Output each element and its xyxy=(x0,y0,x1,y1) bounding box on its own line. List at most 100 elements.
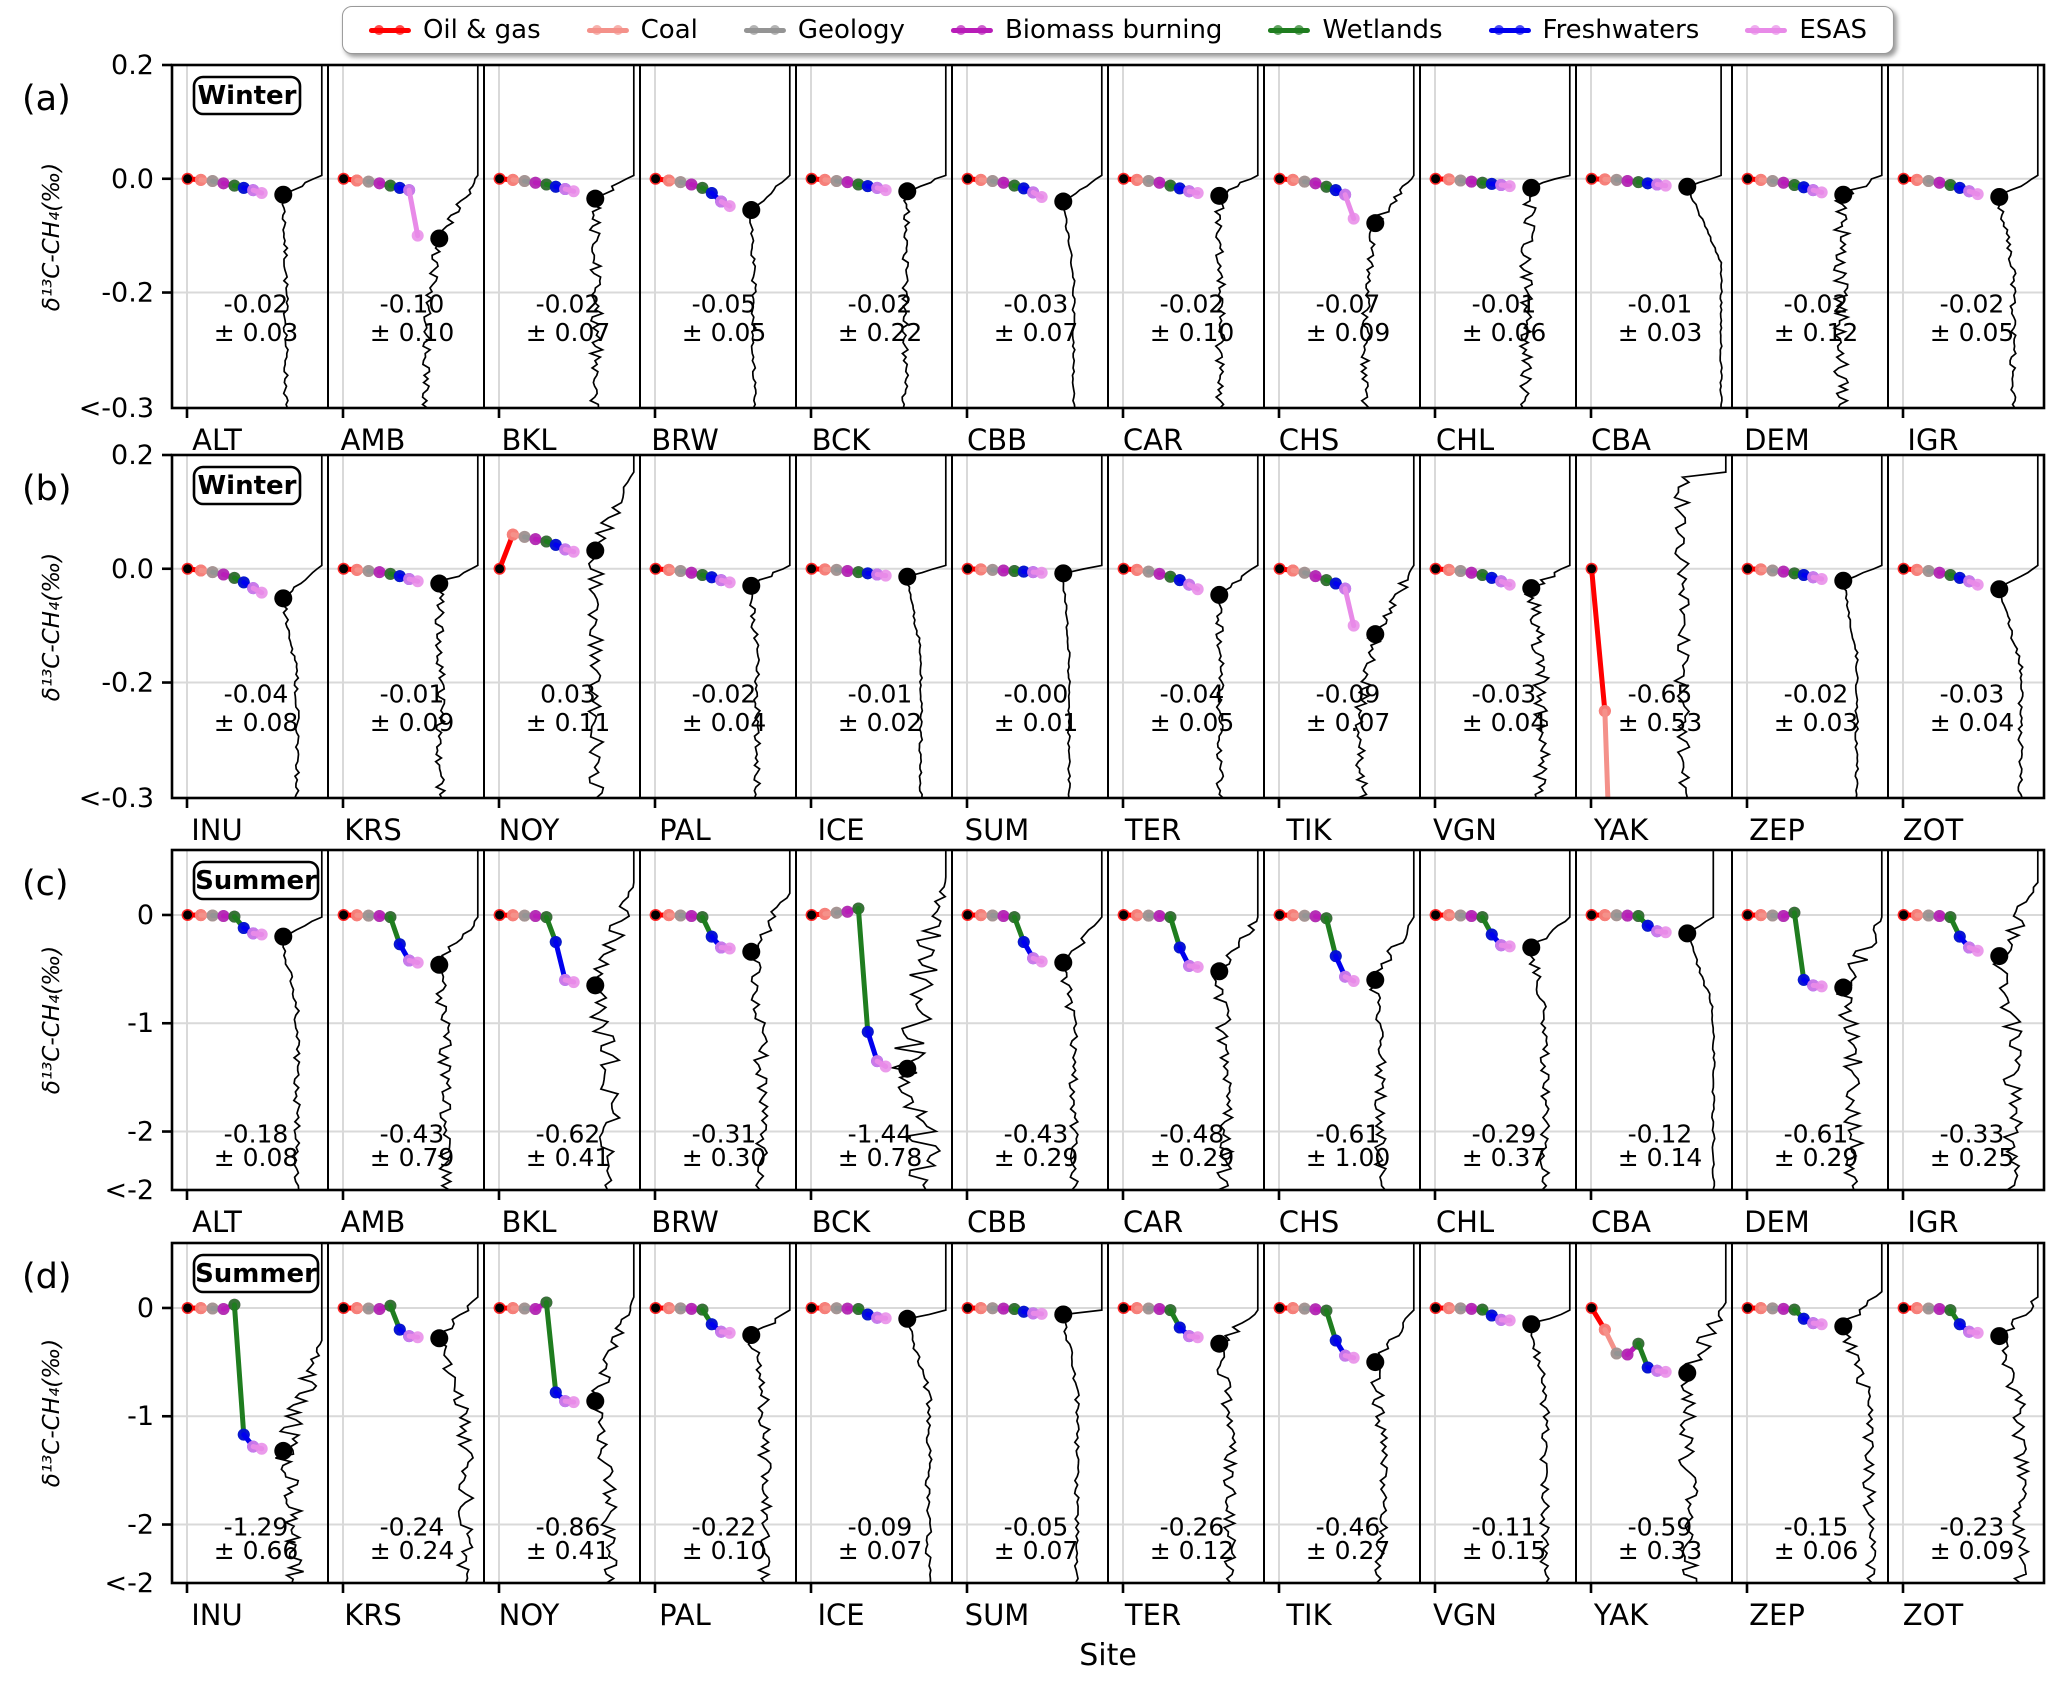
freshwaters-marker xyxy=(1017,936,1030,949)
site-subpanel xyxy=(1741,65,1883,408)
observation-profile-trace xyxy=(1062,455,1103,798)
esas-marker xyxy=(723,942,736,955)
esas-marker xyxy=(1339,582,1352,595)
walk-start-dot xyxy=(1431,564,1441,574)
esas-segment xyxy=(406,187,421,239)
biomass-marker xyxy=(1777,565,1790,578)
esas-marker xyxy=(1347,212,1360,225)
biomass-marker xyxy=(373,910,386,923)
observation-profile-trace xyxy=(1518,65,1571,408)
site-uncertainty-value: ± 0.09 xyxy=(1930,1536,2015,1565)
wetlands-marker xyxy=(384,911,397,924)
legend: Oil & gas Coal Geology Biomass burning Wetla… xyxy=(341,6,1895,54)
observed-value-dot xyxy=(742,942,761,961)
site-uncertainty-value: ± 0.02 xyxy=(838,708,923,737)
site-uncertainty-value: ± 0.04 xyxy=(1930,708,2015,737)
geology-marker xyxy=(1766,1302,1779,1315)
biomass-marker xyxy=(685,178,698,191)
freshwaters-marker xyxy=(705,1318,718,1331)
coal-marker xyxy=(1442,563,1455,576)
observation-profile-trace xyxy=(586,850,635,1190)
observed-value-dot xyxy=(430,1329,449,1348)
site-label: BRW xyxy=(651,423,719,457)
freshwaters-marker xyxy=(1017,565,1030,578)
coal-marker xyxy=(818,563,831,576)
biomass-marker xyxy=(685,1302,698,1315)
site-subpanel xyxy=(1429,65,1571,408)
observation-profile-trace xyxy=(749,850,791,1190)
biomass-marker xyxy=(373,566,386,579)
geology-marker xyxy=(830,1302,843,1315)
wetlands-marker xyxy=(1476,1303,1489,1316)
observed-value-dot xyxy=(1678,1363,1697,1382)
freshwaters-marker xyxy=(237,576,250,589)
geology-marker xyxy=(1610,173,1623,186)
esas-marker xyxy=(1971,944,1984,957)
esas-marker xyxy=(879,569,892,582)
site-uncertainty-value: ± 0.09 xyxy=(1306,318,1391,347)
site-uncertainty-value: ± 0.79 xyxy=(370,1143,455,1172)
observed-value-dot xyxy=(274,1441,293,1460)
site-label: IGR xyxy=(1907,1205,1958,1239)
esas-marker xyxy=(1495,1313,1508,1326)
walk-start-dot xyxy=(651,174,661,184)
walk-start-dot xyxy=(963,564,973,574)
y-tick-label: -0.2 xyxy=(101,278,154,309)
y-tick-label: 0 xyxy=(137,1293,154,1324)
observation-profile-trace xyxy=(434,455,479,798)
geology-marker xyxy=(830,563,843,576)
site-subpanel xyxy=(805,65,947,408)
coal-marker xyxy=(506,173,519,186)
freshwaters-marker xyxy=(861,1025,874,1038)
legend-item-esas: ESAS xyxy=(1745,15,1867,45)
site-mean-value: -0.01 xyxy=(1472,289,1537,318)
biomass-marker xyxy=(1933,566,1946,579)
walk-start-dot xyxy=(1899,174,1909,184)
wetlands-marker xyxy=(1164,179,1177,192)
site-uncertainty-value: ± 0.09 xyxy=(370,708,455,737)
coal-marker xyxy=(1598,909,1611,922)
esas-marker xyxy=(723,1326,736,1339)
site-mean-value: -0.02 xyxy=(848,289,913,318)
site-uncertainty-value: ± 0.08 xyxy=(214,1143,299,1172)
legend-label: Oil & gas xyxy=(422,15,541,45)
wetlands-marker xyxy=(1944,569,1957,582)
geology-marker xyxy=(1922,565,1935,578)
observed-value-dot xyxy=(586,189,605,208)
wetlands-marker xyxy=(228,179,241,192)
coal-marker xyxy=(506,528,519,541)
site-label: KRS xyxy=(344,1598,402,1632)
wetlands-marker xyxy=(696,911,709,924)
coal-line-swatch-icon xyxy=(586,24,629,36)
site-uncertainty-value: ± 0.07 xyxy=(994,318,1079,347)
wetlands-marker xyxy=(1164,570,1177,583)
esas-marker xyxy=(255,928,268,941)
coal-marker xyxy=(1442,173,1455,186)
esas-marker xyxy=(1191,960,1204,973)
geology-marker xyxy=(1454,565,1467,578)
observed-value-dot xyxy=(742,576,761,595)
panel-content xyxy=(181,850,2039,1190)
site-subpanel xyxy=(1117,455,1259,798)
site-label: ZEP xyxy=(1749,813,1805,847)
walk-start-dot xyxy=(807,174,817,184)
freshwaters-marker xyxy=(393,570,406,583)
site-uncertainty-value: ± 0.41 xyxy=(526,1143,611,1172)
site-uncertainty-value: ± 0.33 xyxy=(1618,1536,1703,1565)
coal-marker xyxy=(1286,1302,1299,1315)
site-mean-value: -0.02 xyxy=(1784,289,1849,318)
site-mean-value: -1.44 xyxy=(848,1119,913,1148)
site-subpanel xyxy=(1741,455,1883,798)
site-label: CBB xyxy=(967,1205,1027,1239)
wetlands-marker xyxy=(384,1299,397,1312)
esas-marker xyxy=(1191,1331,1204,1344)
geology-marker xyxy=(206,566,219,579)
site-uncertainty-value: ± 0.01 xyxy=(994,708,1079,737)
site-uncertainty-value: ± 0.10 xyxy=(370,318,455,347)
observed-value-dot xyxy=(898,567,917,586)
site-label: ZEP xyxy=(1749,1598,1805,1632)
site-mean-value: -0.26 xyxy=(1160,1512,1225,1541)
geology-marker xyxy=(206,175,219,188)
y-tick-label: 0 xyxy=(137,900,154,931)
